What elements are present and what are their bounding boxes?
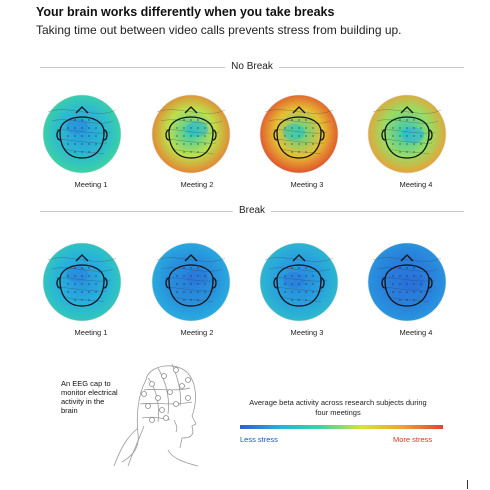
head-outline xyxy=(273,106,325,159)
heatmap-low-activity-region xyxy=(66,118,88,134)
no-break-meeting-3-label: Meeting 3 xyxy=(290,180,324,189)
no-break-meeting-2-heatmap xyxy=(151,94,231,174)
electrode-dots xyxy=(176,267,206,301)
break-meeting-2-label: Meeting 2 xyxy=(180,328,214,337)
break-label: Break xyxy=(232,205,272,216)
electrode-dots xyxy=(392,267,422,301)
head-outline xyxy=(381,254,433,307)
break-meeting-1-heatmap xyxy=(42,242,122,322)
electrode-dots xyxy=(176,119,206,153)
heatmap-low-activity-region xyxy=(402,127,424,143)
break-meeting-4-label: Meeting 4 xyxy=(399,328,433,337)
heatmap-low-activity-region xyxy=(186,121,208,137)
head-outline xyxy=(56,254,108,307)
heatmap-low-activity-region xyxy=(186,269,208,285)
no-break-meeting-4-label: Meeting 4 xyxy=(399,180,433,189)
no-break-meeting-2-label: Meeting 2 xyxy=(180,180,214,189)
head-outline xyxy=(273,254,325,307)
heatmap-low-activity-region xyxy=(66,266,88,282)
break-meeting-3-heatmap xyxy=(259,242,339,322)
no-break-meeting-1-label: Meeting 1 xyxy=(74,180,108,189)
head-outline xyxy=(165,254,217,307)
electrode-dots xyxy=(284,119,314,153)
break-meeting-1-label: Meeting 1 xyxy=(74,328,108,337)
no-break-meeting-4-heatmap xyxy=(367,94,447,174)
legend-caption: Average beta activity across research su… xyxy=(249,398,427,417)
no-break-meeting-3-heatmap xyxy=(259,94,339,174)
no-break-label: No Break xyxy=(225,61,279,72)
head-outline xyxy=(381,106,433,159)
electrode-dots xyxy=(67,119,97,153)
break-meeting-4-heatmap xyxy=(367,242,447,322)
break-meeting-2-heatmap xyxy=(151,242,231,322)
stress-color-scale xyxy=(240,425,443,429)
break-meeting-3-label: Meeting 3 xyxy=(290,328,324,337)
electrode-dots xyxy=(392,119,422,153)
head-outline xyxy=(165,106,217,159)
head-outline xyxy=(56,106,108,159)
chart-subtitle: Taking time out between video calls prev… xyxy=(36,23,402,37)
legend-more-stress-label: More stress xyxy=(393,435,433,444)
eeg-cap-note: An EEG cap to monitor electrical activit… xyxy=(61,379,118,415)
no-break-meeting-1-heatmap xyxy=(42,94,122,174)
electrode-dots xyxy=(284,267,314,301)
legend-less-stress-label: Less stress xyxy=(240,435,278,444)
chart-title: Your brain works differently when you ta… xyxy=(36,5,335,19)
electrode-dots xyxy=(67,267,97,301)
eeg-cap-person-illustration xyxy=(113,363,199,467)
text-cursor xyxy=(467,480,468,489)
heatmap-low-activity-region xyxy=(402,275,424,291)
